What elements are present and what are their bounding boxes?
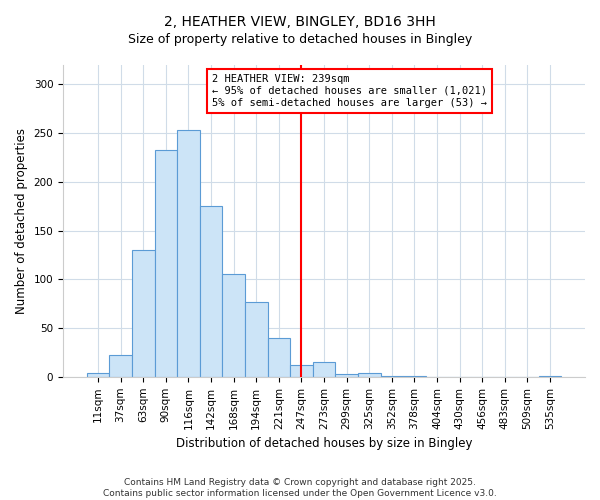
X-axis label: Distribution of detached houses by size in Bingley: Distribution of detached houses by size … (176, 437, 472, 450)
Bar (335, 374, 358, 377)
Bar (132, 250, 155, 377)
Bar (155, 150, 177, 377)
Bar (109, 356, 132, 377)
Y-axis label: Number of detached properties: Number of detached properties (15, 128, 28, 314)
Bar (403, 376, 425, 377)
Bar (177, 130, 200, 377)
Bar (290, 365, 313, 377)
Bar (245, 302, 268, 377)
Bar (380, 376, 403, 377)
Bar (268, 338, 290, 377)
Text: Contains HM Land Registry data © Crown copyright and database right 2025.
Contai: Contains HM Land Registry data © Crown c… (103, 478, 497, 498)
Bar (313, 362, 335, 377)
Bar (223, 274, 245, 377)
Text: Size of property relative to detached houses in Bingley: Size of property relative to detached ho… (128, 32, 472, 46)
Bar (87, 373, 109, 377)
Bar (200, 206, 223, 377)
Text: 2, HEATHER VIEW, BINGLEY, BD16 3HH: 2, HEATHER VIEW, BINGLEY, BD16 3HH (164, 15, 436, 29)
Bar (539, 376, 561, 377)
Text: 2 HEATHER VIEW: 239sqm
← 95% of detached houses are smaller (1,021)
5% of semi-d: 2 HEATHER VIEW: 239sqm ← 95% of detached… (212, 74, 487, 108)
Bar (358, 373, 380, 377)
